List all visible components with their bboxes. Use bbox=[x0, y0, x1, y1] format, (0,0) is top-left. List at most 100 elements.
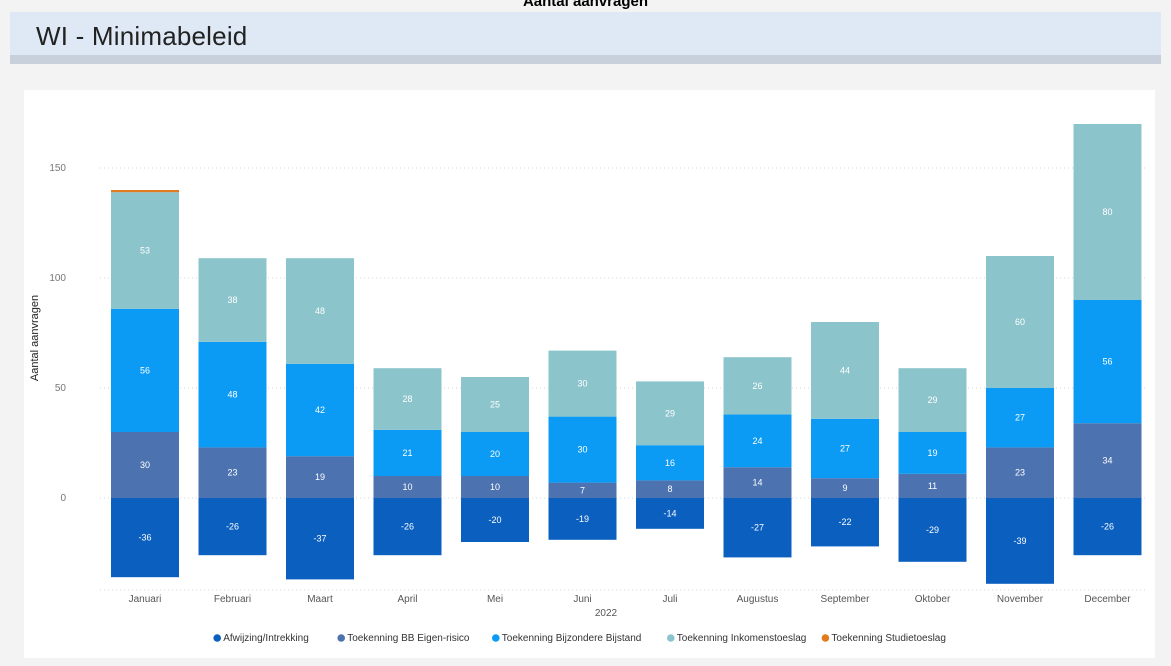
bar-toekenning-inkomenstoeslag[interactable] bbox=[811, 322, 879, 419]
bar-afwijzing-intrekking[interactable] bbox=[1073, 498, 1142, 556]
bar-toekenning-bb-eigen-risico[interactable] bbox=[898, 473, 967, 498]
bar-toekenning-bijzondere-bijstand[interactable] bbox=[111, 308, 179, 432]
bar-toekenning-bijzondere-bijstand[interactable] bbox=[286, 363, 354, 457]
bar-toekenning-inkomenstoeslag[interactable] bbox=[636, 381, 704, 446]
bar-toekenning-bijzondere-bijstand[interactable] bbox=[723, 414, 792, 468]
bar-afwijzing-intrekking[interactable] bbox=[286, 498, 354, 580]
legend-marker[interactable] bbox=[492, 634, 500, 642]
data-label: -20 bbox=[488, 515, 501, 525]
data-label: 7 bbox=[580, 485, 585, 495]
legend-item[interactable]: Toekenning Inkomenstoeslag bbox=[677, 633, 807, 644]
bar-afwijzing-intrekking[interactable] bbox=[898, 498, 967, 562]
x-tick-label: Juni bbox=[573, 594, 591, 605]
bar-toekenning-bb-eigen-risico[interactable] bbox=[286, 456, 354, 498]
bar-toekenning-inkomenstoeslag[interactable] bbox=[1073, 124, 1142, 300]
x-axis-title: 2022 bbox=[595, 608, 618, 619]
x-tick-label: Mei bbox=[487, 594, 503, 605]
legend-item[interactable]: Afwijzing/Intrekking bbox=[223, 633, 309, 644]
bar-toekenning-inkomenstoeslag[interactable] bbox=[286, 258, 354, 364]
bar-toekenning-bb-eigen-risico[interactable] bbox=[461, 476, 529, 498]
bar-toekenning-bijzondere-bijstand[interactable] bbox=[548, 416, 617, 483]
bar-toekenning-bijzondere-bijstand[interactable] bbox=[811, 418, 879, 479]
bar-afwijzing-intrekking[interactable] bbox=[986, 498, 1054, 584]
legend-marker[interactable] bbox=[821, 634, 830, 642]
bar-afwijzing-intrekking[interactable] bbox=[548, 498, 617, 540]
data-label: 53 bbox=[140, 246, 150, 256]
bar-toekenning-bb-eigen-risico[interactable] bbox=[723, 467, 792, 498]
data-label: 38 bbox=[227, 295, 237, 305]
x-tick-label: April bbox=[397, 594, 417, 605]
data-label: 11 bbox=[928, 481, 937, 491]
data-label: 30 bbox=[577, 445, 587, 455]
bar-afwijzing-intrekking[interactable] bbox=[373, 498, 442, 556]
data-label: 9 bbox=[842, 483, 847, 493]
legend-marker[interactable] bbox=[337, 634, 346, 642]
data-label: 56 bbox=[140, 365, 150, 375]
data-label: 34 bbox=[1102, 456, 1112, 466]
bar-afwijzing-intrekking[interactable] bbox=[461, 498, 529, 542]
bar-toekenning-inkomenstoeslag[interactable] bbox=[723, 357, 792, 415]
bar-toekenning-inkomenstoeslag[interactable] bbox=[461, 377, 529, 432]
bar-toekenning-inkomenstoeslag[interactable] bbox=[373, 368, 442, 430]
chart-card: 0 50 100 150 Aantal aanvragen -36 30 56 53 Januar… bbox=[24, 90, 1155, 658]
chart-top-title: Aantal aanvragen bbox=[522, 0, 649, 10]
data-label: 44 bbox=[840, 365, 850, 375]
legend-marker[interactable] bbox=[667, 634, 675, 642]
x-tick-label: Maart bbox=[307, 594, 333, 605]
bar-afwijzing-intrekking[interactable] bbox=[111, 498, 179, 578]
bar-toekenning-inkomenstoeslag[interactable] bbox=[548, 350, 617, 417]
legend-marker[interactable] bbox=[213, 634, 221, 642]
y-tick-label: 150 bbox=[49, 163, 66, 174]
data-label: 80 bbox=[1102, 207, 1112, 217]
x-tick-label: Juli bbox=[662, 594, 677, 605]
bar-toekenning-bb-eigen-risico[interactable] bbox=[811, 478, 879, 498]
data-label: 56 bbox=[1102, 357, 1112, 367]
page-title: WI - Minimabeleid bbox=[36, 21, 248, 51]
bar-toekenning-bijzondere-bijstand[interactable] bbox=[898, 432, 967, 474]
data-label: 27 bbox=[1015, 413, 1025, 423]
bar-toekenning-bb-eigen-risico[interactable] bbox=[198, 447, 267, 498]
bar-toekenning-bb-eigen-risico[interactable] bbox=[373, 476, 442, 498]
bar-afwijzing-intrekking[interactable] bbox=[198, 498, 267, 556]
bar-toekenning-bijzondere-bijstand[interactable] bbox=[198, 341, 267, 448]
data-label: 29 bbox=[927, 395, 937, 405]
bar-toekenning-inkomenstoeslag[interactable] bbox=[111, 192, 179, 309]
bar-toekenning-bb-eigen-risico[interactable] bbox=[986, 447, 1054, 498]
data-label: 19 bbox=[315, 472, 325, 482]
bar-afwijzing-intrekking[interactable] bbox=[811, 498, 879, 547]
data-label: 48 bbox=[227, 390, 237, 400]
data-label: 8 bbox=[667, 484, 672, 494]
bar-toekenning-bijzondere-bijstand[interactable] bbox=[636, 445, 704, 481]
bar-afwijzing-intrekking[interactable] bbox=[723, 498, 792, 558]
bar-toekenning-bijzondere-bijstand[interactable] bbox=[986, 388, 1054, 448]
bar-toekenning-bb-eigen-risico[interactable] bbox=[111, 432, 179, 498]
legend-item[interactable]: Toekenning Studietoeslag bbox=[831, 633, 946, 644]
bar-toekenning-bijzondere-bijstand[interactable] bbox=[373, 429, 442, 476]
data-label: -26 bbox=[226, 522, 239, 532]
data-label: -22 bbox=[838, 517, 851, 527]
y-axis-title: Aantal aanvragen bbox=[29, 295, 41, 381]
data-label: -14 bbox=[663, 508, 676, 518]
bar-toekenning-inkomenstoeslag[interactable] bbox=[898, 368, 967, 432]
x-tick-label: Augustus bbox=[737, 594, 779, 605]
data-label: 23 bbox=[227, 468, 237, 478]
data-label: 28 bbox=[402, 394, 412, 404]
bar-afwijzing-intrekking[interactable] bbox=[636, 498, 704, 529]
data-label: -36 bbox=[138, 533, 151, 543]
bar-toekenning-bijzondere-bijstand[interactable] bbox=[1073, 300, 1142, 424]
bar-toekenning-bb-eigen-risico[interactable] bbox=[1073, 423, 1142, 498]
x-tick-label: December bbox=[1084, 594, 1131, 605]
x-tick-label: Februari bbox=[214, 594, 251, 605]
x-tick-label: November bbox=[997, 594, 1044, 605]
bar-toekenning-studietoeslag[interactable] bbox=[111, 190, 179, 193]
bar-toekenning-bijzondere-bijstand[interactable] bbox=[461, 432, 529, 476]
bar-toekenning-inkomenstoeslag[interactable] bbox=[986, 256, 1054, 388]
legend-item[interactable]: Toekenning BB Eigen-risico bbox=[347, 633, 470, 644]
data-label: 26 bbox=[752, 381, 762, 391]
legend-item[interactable]: Toekenning Bijzondere Bijstand bbox=[502, 633, 642, 644]
data-label: -29 bbox=[926, 525, 939, 535]
bar-toekenning-bb-eigen-risico[interactable] bbox=[636, 480, 704, 498]
bar-toekenning-bb-eigen-risico[interactable] bbox=[548, 482, 617, 498]
bar-toekenning-inkomenstoeslag[interactable] bbox=[198, 258, 267, 342]
data-label: 10 bbox=[490, 482, 500, 492]
